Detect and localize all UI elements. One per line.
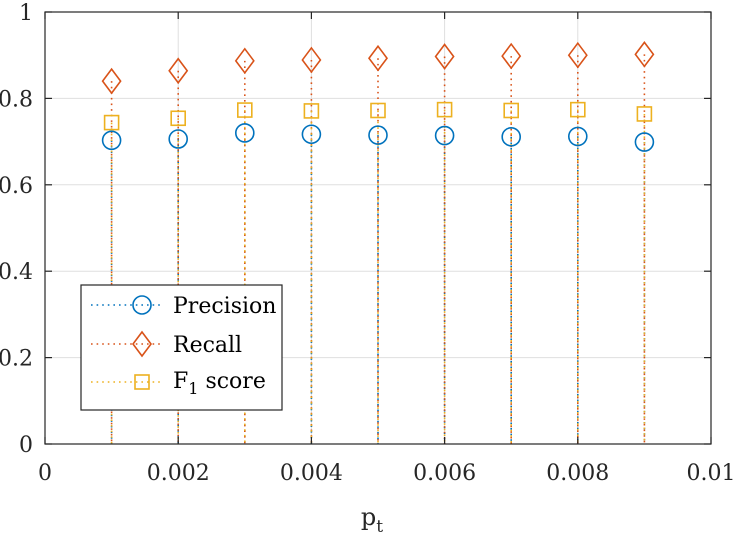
legend-label-f1-main: F (173, 369, 188, 394)
point-f (237, 102, 253, 118)
point-f (170, 110, 186, 127)
point-precision (634, 132, 655, 152)
legend-marker-f1 (134, 374, 150, 390)
point-precision (101, 130, 122, 151)
y-tick-label: 0.8 (0, 87, 33, 112)
point-recall (634, 41, 655, 68)
point-f (503, 102, 520, 119)
point-f (636, 106, 653, 122)
legend-label-recall: Recall (173, 333, 242, 358)
x-tick-label: 0.002 (147, 461, 210, 486)
legend-marker-precision (132, 295, 152, 315)
point-recall (101, 67, 122, 95)
point-f (370, 102, 386, 119)
point-recall (368, 44, 388, 72)
point-f (436, 101, 453, 118)
legend-marker-recall (132, 330, 152, 358)
legend-label-f1-suffix: score (198, 369, 265, 394)
legend-label-precision: Precision (173, 294, 276, 319)
legend-box (80, 284, 283, 411)
x-tick-label: 0.01 (687, 461, 736, 486)
x-tick-label: 0.008 (546, 461, 609, 486)
x-tick-label: 0 (38, 461, 52, 486)
y-tick-label: 0.6 (0, 174, 33, 199)
point-f (103, 114, 120, 131)
y-tick-label: 0 (19, 433, 33, 458)
point-precision (168, 129, 188, 149)
point-precision (235, 123, 255, 143)
data-markers (101, 41, 655, 152)
tick-marks (44, 11, 712, 445)
y-tick-label: 0.2 (0, 347, 33, 372)
x-tick-label: 0.006 (413, 461, 476, 486)
point-recall (434, 43, 455, 70)
x-tick-label: 0.004 (280, 461, 343, 486)
legend-label-f1-subscript: 1 (188, 379, 198, 398)
point-precision (368, 125, 388, 145)
point-recall (168, 57, 189, 85)
point-recall (567, 41, 588, 69)
y-tick-label: 1 (19, 1, 33, 26)
point-f (569, 101, 586, 118)
point-precision (567, 126, 588, 147)
point-precision (501, 127, 522, 147)
point-precision (301, 124, 322, 145)
point-recall (234, 47, 255, 75)
x-axis-label: pt (361, 503, 383, 536)
y-tick-label: 0.4 (0, 260, 33, 285)
y-tick-labels: 0 0.2 0.4 0.6 0.8 1 (0, 1, 33, 458)
point-f (303, 103, 320, 119)
legend-label-f1: F1 score (173, 369, 266, 398)
point-recall (301, 46, 322, 74)
legend: Precision Recall F1 score (80, 284, 283, 411)
point-precision (434, 125, 455, 146)
point-recall (501, 42, 522, 70)
axes-box (44, 11, 712, 445)
x-tick-labels: 0 0.002 0.004 0.006 0.008 0.01 (38, 461, 735, 486)
x-axis-label-subscript: t (376, 517, 383, 536)
